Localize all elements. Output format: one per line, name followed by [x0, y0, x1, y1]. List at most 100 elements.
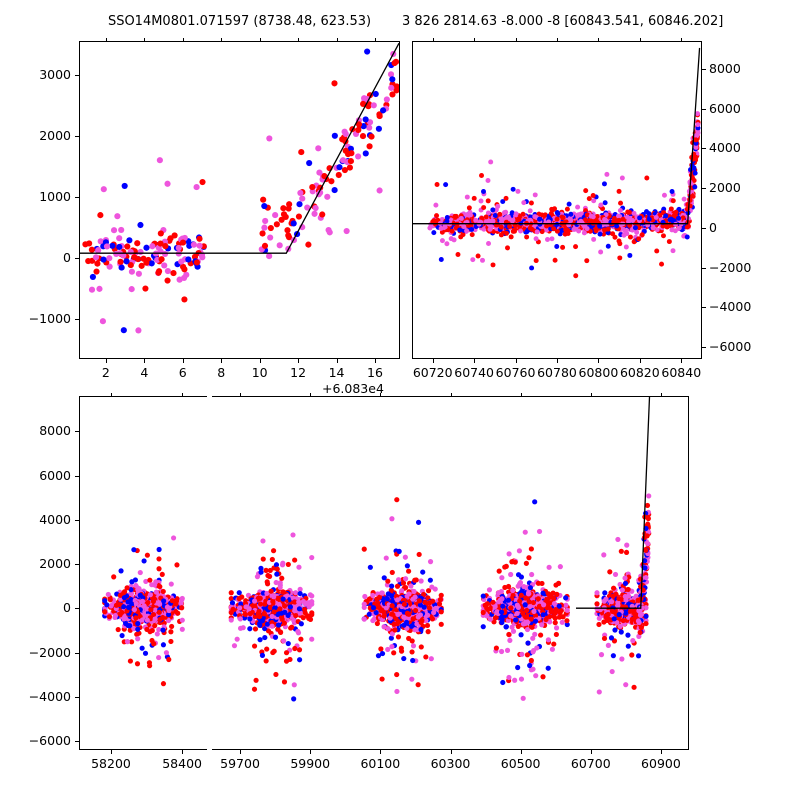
x-tick-label-top-right: 60800 — [578, 365, 619, 380]
y-tick-label-top-left: −1000 — [28, 311, 71, 327]
tick-mark — [375, 38, 376, 42]
x-tick-label-top-left: 16 — [367, 365, 383, 380]
y-tick-label-bottom: −4000 — [28, 688, 71, 704]
x-tick-label-top-left: 2 — [101, 365, 110, 380]
x-tick-label-bottom: 59900 — [290, 756, 331, 771]
y-tick-label-bottom: 4000 — [39, 511, 71, 527]
tick-mark — [521, 393, 522, 397]
tick-mark — [75, 741, 79, 742]
tick-mark — [240, 393, 241, 397]
x-tick-label-bottom: 59700 — [220, 756, 260, 771]
panel-bottom-left-segment[interactable] — [79, 396, 207, 750]
tick-mark — [260, 38, 261, 42]
tick-mark — [516, 38, 517, 42]
x-tick-label-top-right: 60720 — [412, 365, 453, 380]
y-tick-label-top-right: 6000 — [709, 100, 741, 116]
tick-mark — [183, 38, 184, 42]
x-tick-label-bottom: 60100 — [360, 756, 401, 771]
tick-mark — [598, 38, 599, 42]
tick-mark — [144, 38, 145, 42]
tick-mark — [106, 38, 107, 42]
tick-mark — [516, 359, 517, 363]
scatter-plot-bottom-left-segment — [102, 535, 185, 687]
y-tick-label-top-right: 0 — [709, 219, 717, 235]
x-tick-label-top-left: 4 — [140, 365, 149, 380]
tick-mark — [375, 359, 376, 363]
y-tick-label-bottom: −2000 — [28, 644, 71, 660]
tick-mark — [702, 347, 706, 348]
tick-mark — [557, 38, 558, 42]
panel-top-right[interactable] — [412, 41, 702, 359]
tick-mark — [451, 750, 452, 754]
tick-mark — [310, 393, 311, 397]
x-tick-label-top-left: 14 — [328, 365, 345, 380]
tick-mark — [221, 38, 222, 42]
tick-mark — [298, 38, 299, 42]
scatter-plot-top-right — [413, 47, 701, 279]
tick-mark — [598, 359, 599, 363]
tick-mark — [661, 750, 662, 754]
tick-mark — [240, 750, 241, 754]
tick-mark — [182, 393, 183, 397]
x-tick-label-bottom: 60500 — [500, 756, 541, 771]
y-tick-label-top-left: 0 — [63, 250, 71, 266]
tick-mark — [221, 359, 222, 363]
tick-mark — [260, 359, 261, 363]
tick-mark — [182, 750, 183, 754]
panel-top-left[interactable] — [79, 41, 400, 359]
tick-mark — [681, 359, 682, 363]
tick-mark — [75, 431, 79, 432]
x-tick-label-bottom: 58200 — [91, 756, 131, 771]
tick-mark — [702, 69, 706, 70]
x-axis-offset-label-top-left: +6.083e4 — [322, 381, 384, 396]
tick-mark — [591, 393, 592, 397]
tick-mark — [111, 393, 112, 397]
y-tick-label-bottom: 8000 — [39, 423, 71, 439]
tick-mark — [380, 393, 381, 397]
x-tick-label-top-right: 60840 — [661, 365, 702, 380]
tick-mark — [591, 750, 592, 754]
x-tick-label-top-right: 60820 — [619, 365, 660, 380]
y-tick-label-top-left: 3000 — [39, 66, 71, 82]
tick-mark — [75, 697, 79, 698]
tick-mark — [298, 359, 299, 363]
tick-mark — [451, 393, 452, 397]
tick-mark — [702, 188, 706, 189]
tick-mark — [111, 750, 112, 754]
x-tick-label-bottom: 60900 — [641, 756, 681, 771]
y-tick-label-bottom: 2000 — [39, 556, 71, 572]
y-tick-label-top-right: −6000 — [709, 339, 752, 355]
tick-mark — [433, 38, 434, 42]
tick-mark — [75, 319, 79, 320]
tick-mark — [474, 359, 475, 363]
tick-mark — [75, 608, 79, 609]
tick-mark — [557, 359, 558, 363]
x-tick-label-top-left: 8 — [217, 365, 226, 380]
tick-mark — [183, 359, 184, 363]
tick-mark — [380, 750, 381, 754]
panel-bottom-right-segment[interactable] — [212, 396, 689, 750]
x-tick-label-bottom: 60700 — [570, 756, 611, 771]
tick-mark — [75, 136, 79, 137]
y-tick-label-top-left: 2000 — [39, 127, 71, 143]
y-tick-label-bottom: −6000 — [28, 733, 71, 749]
tick-mark — [75, 564, 79, 565]
y-tick-label-top-right: −4000 — [709, 299, 752, 315]
tick-mark — [702, 228, 706, 229]
tick-mark — [640, 359, 641, 363]
tick-mark — [75, 653, 79, 654]
tick-mark — [310, 750, 311, 754]
panel-title-top-right: 3 826 2814.63 -8.000 -8 [60843.541, 6084… — [402, 14, 724, 29]
x-tick-label-top-left: 6 — [178, 365, 187, 380]
x-tick-label-bottom: 60300 — [430, 756, 471, 771]
tick-mark — [702, 307, 706, 308]
x-tick-label-top-right: 60780 — [537, 365, 577, 380]
tick-mark — [75, 197, 79, 198]
y-tick-label-top-right: 8000 — [709, 60, 741, 76]
x-tick-label-top-left: 10 — [251, 365, 268, 380]
tick-mark — [75, 520, 79, 521]
x-tick-label-top-right: 60760 — [495, 365, 536, 380]
tick-mark — [75, 75, 79, 76]
tick-mark — [337, 359, 338, 363]
